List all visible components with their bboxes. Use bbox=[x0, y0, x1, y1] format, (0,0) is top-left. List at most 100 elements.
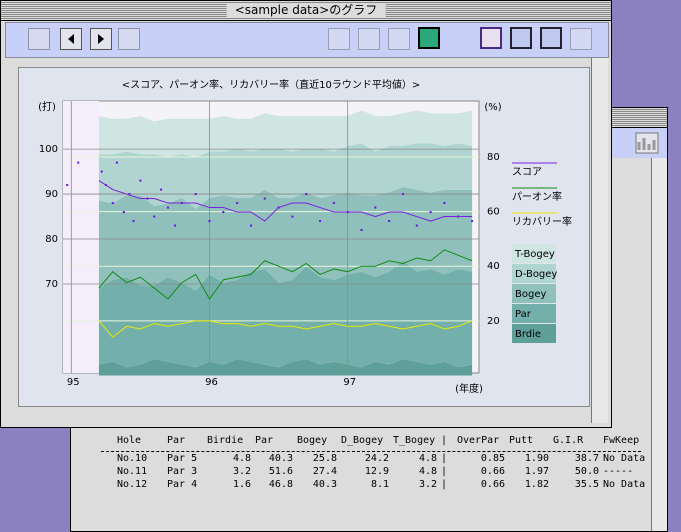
table-cell: 0.85 bbox=[480, 453, 505, 464]
x-axis-label: (年度) bbox=[455, 382, 483, 395]
prev-button[interactable] bbox=[60, 28, 82, 50]
y-tick-label: 70 bbox=[45, 279, 58, 290]
table-cell: 40.3 bbox=[312, 479, 337, 490]
table-cell: 4.8 bbox=[232, 453, 251, 464]
table-cell: 4.8 bbox=[418, 466, 437, 477]
chart-title: <スコア、パーオン率、リカバリー率（直近10ラウンド平均値）> bbox=[122, 78, 420, 91]
header-cell: Par bbox=[255, 435, 274, 446]
scrollbar[interactable] bbox=[591, 58, 608, 423]
score-point bbox=[128, 193, 131, 196]
header-cell: Hole bbox=[117, 435, 142, 446]
table-cell: | bbox=[441, 466, 448, 477]
next-button[interactable] bbox=[90, 28, 112, 50]
table-cell: 27.4 bbox=[312, 466, 337, 477]
tool-button[interactable] bbox=[328, 28, 350, 50]
legend-label: リカバリー率 bbox=[512, 215, 572, 228]
score-point bbox=[291, 215, 294, 218]
tool-button[interactable] bbox=[358, 28, 380, 50]
first-button[interactable] bbox=[28, 28, 50, 50]
header-cell: D_Bogey bbox=[341, 435, 384, 446]
legend-label: Bogey bbox=[515, 289, 546, 300]
score-point bbox=[388, 220, 391, 223]
band-area bbox=[98, 260, 473, 368]
score-point bbox=[471, 220, 474, 223]
table-row: No.11 Par 3 3.2 51.6 27.4 12.9 4.8 | 0.66 1.97 50.… bbox=[115, 465, 655, 478]
legend-label: Brdie bbox=[515, 329, 541, 340]
y-tick-label: 80 bbox=[45, 234, 58, 245]
series-line bbox=[98, 180, 473, 222]
table-cell: 38.7 bbox=[574, 453, 599, 464]
x-tick-label: 97 bbox=[343, 377, 356, 388]
series-line bbox=[98, 249, 473, 300]
back-scrollbar[interactable] bbox=[651, 158, 667, 531]
score-point bbox=[160, 188, 163, 191]
toolbar bbox=[5, 22, 609, 58]
table-cell: 1.6 bbox=[232, 479, 251, 490]
table-button[interactable] bbox=[510, 27, 532, 49]
table-row: No.10 Par 5 4.8 40.3 25.8 24.2 4.8 | 0.85 1.90 38.… bbox=[115, 452, 655, 465]
score-point bbox=[332, 202, 335, 205]
table-cell: 40.3 bbox=[268, 453, 293, 464]
table-cell: Par 4 bbox=[167, 479, 198, 490]
view-button[interactable] bbox=[480, 27, 502, 49]
score-point bbox=[443, 202, 446, 205]
table-button[interactable] bbox=[540, 27, 562, 49]
score-point bbox=[111, 202, 114, 205]
score-point bbox=[153, 215, 156, 218]
header-cell: OverPar bbox=[457, 435, 500, 446]
table-cell: No.11 bbox=[117, 466, 148, 477]
graph-mode-button[interactable] bbox=[418, 27, 440, 49]
score-point bbox=[305, 193, 308, 196]
y-tick-label: 90 bbox=[45, 189, 58, 200]
chart-button[interactable] bbox=[570, 28, 592, 50]
table-cell: | bbox=[441, 479, 448, 490]
score-point bbox=[100, 170, 103, 173]
legend-label: Par bbox=[515, 309, 532, 320]
score-point bbox=[122, 211, 125, 214]
table-cell: No Data bbox=[603, 479, 646, 490]
table-cell: 25.8 bbox=[312, 453, 337, 464]
table-cell: 50.0 bbox=[574, 466, 599, 477]
separator bbox=[101, 451, 641, 452]
score-point bbox=[222, 211, 225, 214]
table-cell: ----- bbox=[603, 466, 634, 477]
score-point bbox=[208, 220, 211, 223]
score-point bbox=[249, 224, 252, 227]
table-cell: 4.8 bbox=[418, 453, 437, 464]
chart: <スコア、パーオン率、リカバリー率（直近10ラウンド平均値）> (打) (%) (年度… bbox=[38, 78, 572, 395]
header-cell: G.I.R bbox=[553, 435, 584, 446]
header-cell: Par bbox=[167, 435, 186, 446]
last-button[interactable] bbox=[118, 28, 140, 50]
title-bar[interactable]: <sample data>のグラフ bbox=[1, 1, 611, 21]
band-area bbox=[98, 143, 473, 209]
score-point bbox=[66, 184, 69, 187]
x-tick-label: 95 bbox=[67, 377, 80, 388]
table-cell: 51.6 bbox=[268, 466, 293, 477]
table-cell: 3.2 bbox=[418, 479, 437, 490]
legend-swatch bbox=[512, 324, 556, 343]
y2-tick-label: 40 bbox=[487, 261, 500, 272]
tool-button[interactable] bbox=[388, 28, 410, 50]
table-cell: No.12 bbox=[117, 479, 148, 490]
table-row: No.12 Par 4 1.6 46.8 40.3 8.1 3.2 | 0.66 1.82 35.5… bbox=[115, 478, 655, 491]
window-title: <sample data>のグラフ bbox=[226, 3, 386, 18]
y2-tick-label: 60 bbox=[487, 207, 500, 218]
score-point bbox=[374, 206, 377, 209]
table-cell: 1.90 bbox=[524, 453, 549, 464]
table-cell: 8.1 bbox=[370, 479, 389, 490]
table-cell: | bbox=[441, 453, 448, 464]
graph-window: <sample data>のグラフ <スコア、パーオン率、リカバリー率（直近10… bbox=[0, 0, 612, 428]
score-point bbox=[173, 224, 176, 227]
legend-swatch bbox=[512, 244, 556, 263]
score-point bbox=[360, 229, 363, 232]
score-point bbox=[194, 193, 197, 196]
table-header: Hole Par Birdie Par Bogey D_Bogey T_Bogey | Over… bbox=[115, 434, 655, 452]
header-cell: Bogey bbox=[297, 435, 328, 446]
table-cell: 46.8 bbox=[268, 479, 293, 490]
table-cell: 35.5 bbox=[574, 479, 599, 490]
band-area bbox=[98, 359, 473, 376]
table-cell: 1.97 bbox=[524, 466, 549, 477]
score-point bbox=[415, 224, 418, 227]
table-cell: 0.66 bbox=[480, 466, 505, 477]
chart-button[interactable] bbox=[635, 132, 659, 154]
